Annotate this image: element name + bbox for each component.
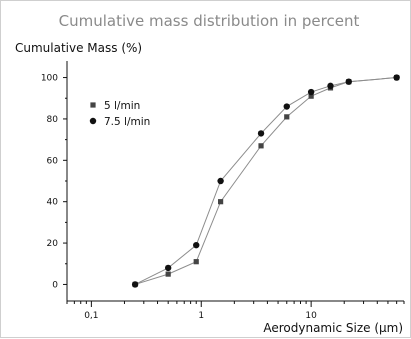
y-tick-label: 20 (47, 239, 59, 249)
x-axis-title: Aerodynamic Size (µm) (263, 321, 403, 335)
series-1 (132, 74, 400, 288)
legend-label: 5 l/min (104, 100, 140, 112)
axes: 0 20 40 60 80 100 0,1 1 10 (41, 61, 405, 321)
series-line (134, 77, 397, 285)
data-point (307, 88, 315, 96)
legend-marker (89, 117, 97, 125)
series-2 (131, 74, 400, 288)
data-point (257, 130, 265, 137)
data-point (345, 78, 352, 85)
chart-title: Cumulative mass distribution in percent (59, 12, 360, 30)
y-tick-label: 80 (47, 115, 59, 125)
data-point (308, 93, 314, 99)
x-tick-label: 0,1 (84, 311, 98, 321)
series-line (134, 77, 397, 285)
legend-label: 7.5 l/min (104, 116, 150, 128)
data-point (193, 259, 199, 265)
data-point (193, 241, 200, 249)
data-point (217, 177, 224, 185)
y-tick-label: 100 (41, 74, 58, 84)
legend-marker (90, 102, 96, 108)
y-tick-label: 0 (52, 280, 58, 290)
data-point (218, 199, 224, 205)
data-point (258, 143, 264, 149)
data-point (284, 114, 290, 120)
data-point (327, 82, 334, 90)
series-layer (131, 74, 400, 288)
data-point (283, 103, 290, 110)
data-point (164, 264, 172, 272)
y-tick-label: 40 (47, 198, 59, 208)
data-point (131, 281, 139, 288)
legend: 5 l/min 7.5 l/min (89, 100, 150, 128)
data-point (165, 271, 171, 277)
x-tick-label: 10 (305, 311, 317, 321)
y-axis-title: Cumulative Mass (%) (15, 41, 142, 55)
x-tick-label: 1 (198, 311, 204, 321)
data-point (393, 74, 400, 81)
y-tick-label: 60 (47, 156, 59, 166)
